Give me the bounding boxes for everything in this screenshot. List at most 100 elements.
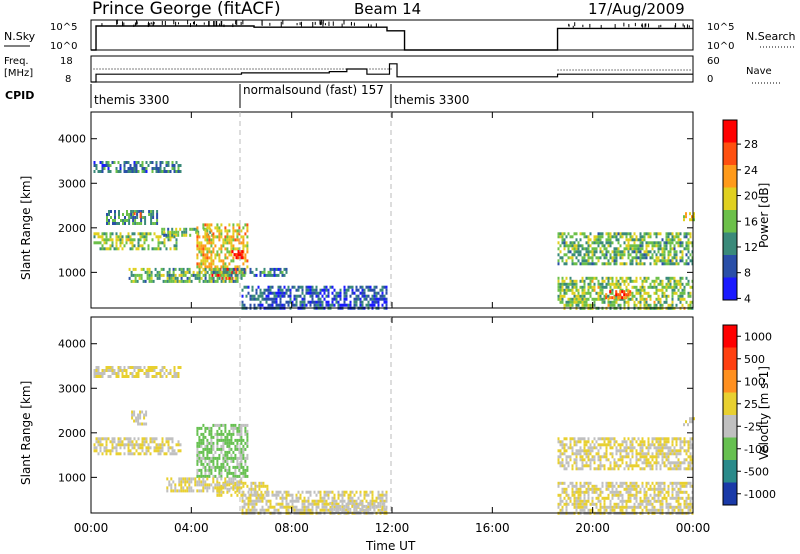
heatmap-cell (226, 432, 229, 436)
heatmap-cell (101, 437, 104, 441)
heatmap-cell (583, 288, 586, 292)
heatmap-cell (667, 238, 670, 242)
heatmap-cell (655, 279, 658, 283)
heatmap-cell (220, 450, 223, 454)
heatmap-cell (226, 265, 229, 269)
heatmap-cell (679, 484, 682, 488)
heatmap-cell (609, 303, 612, 307)
heatmap-cell (599, 499, 602, 503)
heatmap-cell (585, 490, 588, 494)
heatmap-cell (639, 490, 642, 494)
heatmap-cell (218, 270, 221, 274)
heatmap-cell (321, 505, 324, 509)
heatmap-cell (113, 369, 116, 372)
heatmap-cell (145, 161, 148, 164)
heatmap-cell (222, 456, 225, 460)
heatmap-cell (637, 458, 640, 462)
heatmap-cell (563, 490, 566, 494)
heatmap-cell (258, 487, 261, 491)
heatmap-cell (297, 288, 300, 292)
heatmap-cell (327, 490, 330, 494)
heatmap-cell (689, 232, 692, 236)
heatmap-cell (234, 247, 237, 251)
heatmap-cell (97, 369, 100, 372)
heatmap-cell (671, 297, 674, 301)
heatmap-cell (571, 282, 574, 286)
heatmap-cell (563, 437, 566, 441)
heatmap-cell (216, 456, 219, 460)
heatmap-cell (613, 259, 616, 263)
heatmap-cell (585, 300, 588, 304)
heatmap-cell (613, 262, 616, 266)
heatmap-cell (161, 443, 164, 447)
heatmap-cell (647, 253, 650, 257)
heatmap-cell (581, 490, 584, 494)
heatmap-cell (633, 487, 636, 491)
heatmap-cell (170, 486, 173, 490)
heatmap-cell (599, 256, 602, 260)
heatmap-cell (226, 270, 229, 274)
heatmap-cell (204, 259, 207, 263)
heatmap-cell (589, 502, 592, 506)
heatmap-cell (353, 499, 356, 503)
heatmap-cell (673, 467, 676, 471)
heatmap-cell (609, 285, 612, 289)
heatmap-cell (252, 487, 255, 491)
heatmap-cell (635, 276, 638, 280)
heatmap-cell (593, 253, 596, 257)
heatmap-cell (585, 505, 588, 509)
heatmap-cell (583, 458, 586, 462)
heatmap-cell (557, 262, 560, 266)
heatmap-cell (641, 484, 644, 488)
heatmap-cell (244, 468, 247, 472)
nsky-label: N.Sky (4, 30, 36, 43)
heatmap-cell (679, 279, 682, 283)
heatmap-cell (599, 458, 602, 462)
heatmap-cell (649, 484, 652, 488)
heatmap-cell (238, 247, 241, 251)
heatmap-cell (283, 303, 286, 307)
heatmap-cell (681, 496, 684, 500)
heatmap-cell (167, 164, 170, 167)
heatmap-cell (259, 288, 262, 292)
heatmap-cell (305, 505, 308, 509)
heatmap-cell (289, 288, 292, 292)
heatmap-cell (249, 502, 252, 506)
heatmap-cell (635, 505, 638, 509)
heatmap-cell (242, 226, 245, 230)
heatmap-cell (573, 440, 576, 444)
heatmap-cell (153, 366, 156, 369)
heatmap-cell (663, 285, 666, 289)
heatmap-cell (579, 297, 582, 301)
heatmap-cell (209, 230, 212, 234)
heatmap-cell (619, 232, 622, 236)
heatmap-cell (657, 490, 660, 494)
heatmap-cell (325, 502, 328, 506)
heatmap-cell (200, 471, 203, 475)
heatmap-cell (685, 502, 688, 506)
heatmap-cell (101, 244, 104, 248)
heatmap-cell (615, 300, 618, 304)
heatmap-cell (281, 303, 284, 307)
heatmap-cell (95, 375, 98, 378)
heatmap-cell (665, 282, 668, 286)
heatmap-cell (200, 489, 203, 493)
heatmap-cell (661, 481, 664, 485)
heatmap-cell (383, 507, 386, 511)
heatmap-cell (613, 508, 616, 512)
heatmap-cell (236, 483, 239, 487)
heatmap-cell (295, 505, 298, 509)
heatmap-cell (196, 238, 199, 242)
heatmap-cell (665, 294, 668, 298)
heatmap-cell (645, 279, 648, 283)
heatmap-cell (238, 480, 241, 484)
heatmap-cell (653, 446, 656, 450)
heatmap-cell (114, 222, 116, 225)
heatmap-cell (132, 273, 135, 277)
heatmap-cell (177, 164, 180, 167)
heatmap-cell (287, 493, 290, 497)
heatmap-cell (247, 490, 250, 494)
heatmap-cell (242, 465, 245, 469)
heatmap-cell (174, 273, 177, 277)
heatmap-cell (238, 232, 241, 236)
